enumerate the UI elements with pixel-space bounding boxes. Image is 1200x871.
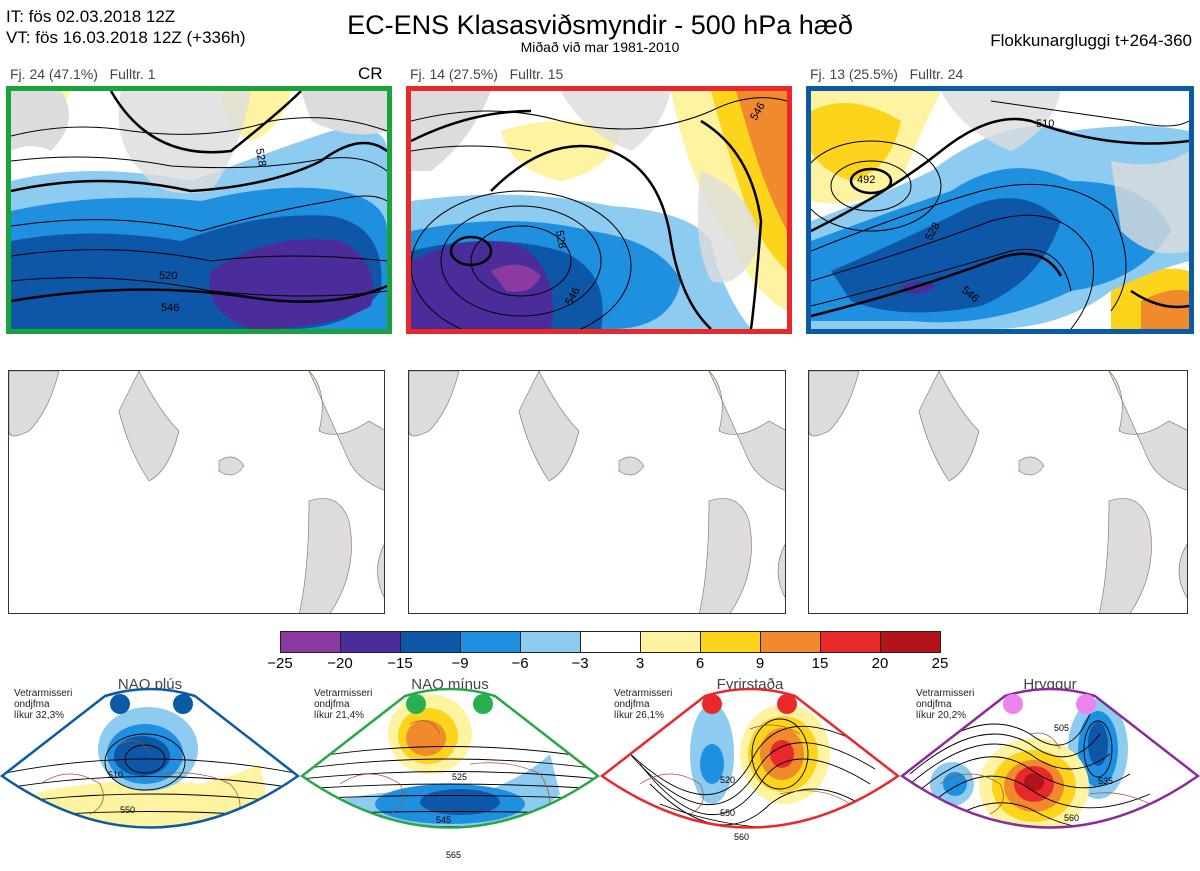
contour-label: 525: [452, 772, 467, 782]
colorbar-tick: 6: [695, 655, 705, 672]
contour-label: 550: [120, 805, 135, 815]
cluster-1-map: 528 520 546: [6, 86, 392, 334]
background-map-2: [408, 370, 786, 614]
colorbar-tick: −15: [387, 655, 413, 672]
colorbar-tick: −9: [451, 655, 469, 672]
regime-dot: [173, 694, 193, 714]
info-line: Vetrarmisseri: [916, 688, 975, 699]
contour-label: 545: [436, 815, 451, 825]
contour-label: 520: [159, 270, 177, 282]
colorbar-tick: 20: [871, 655, 889, 672]
info-line: ondjfma: [314, 699, 350, 710]
contour-label: 520: [720, 775, 735, 785]
regime-info: Vetrarmisseri ondjfma líkur 26,1%: [614, 688, 672, 721]
colorbar-bin: [640, 631, 701, 653]
colorbar-bin: [340, 631, 401, 653]
info-line: Vetrarmisseri: [314, 688, 373, 699]
colorbar-bin: [460, 631, 521, 653]
contour-label: 492: [857, 174, 875, 186]
colorbar-tick: 9: [755, 655, 765, 672]
contour-label: 535: [1098, 776, 1113, 786]
regime-nao-minus: NAO mínus Vetrarmisseri ondjfma líkur 21…: [300, 674, 600, 871]
contour-label: 560: [1064, 813, 1079, 823]
cluster-3-map: 492 510 528 546: [806, 86, 1194, 334]
background-map-3: [808, 370, 1188, 614]
info-line: líkur 32,3%: [14, 710, 65, 721]
contour-label: 565: [446, 850, 461, 860]
info-line: Vetrarmisseri: [614, 688, 673, 699]
contour-label: 505: [1054, 723, 1069, 733]
colorbar-tick: −6: [511, 655, 529, 672]
page-subtitle: Miðað við mar 1981-2010: [520, 39, 680, 55]
regime-dot: [1076, 694, 1096, 714]
regime-dot: [110, 694, 130, 714]
regime-dot: [473, 694, 493, 714]
colorbar-tick: 3: [635, 655, 645, 672]
contour-label: 550: [720, 808, 735, 818]
regime-dot: [406, 694, 426, 714]
regime-ridge: Hryggur Vetrarmisseri ondjfma líkur 20,2…: [900, 674, 1200, 871]
regime-nao-plus: NAO plús Vetrarmisseri ondjfma líkur 32,…: [0, 674, 300, 871]
colorbar-bin: [760, 631, 821, 653]
cluster-1-label: Fj. 24 (47.1%) Fulltr. 1: [10, 66, 156, 82]
info-line: ondjfma: [916, 699, 952, 710]
colorbar-bin: [280, 631, 341, 653]
info-line: líkur 21,4%: [314, 710, 365, 721]
contour-label: 546: [161, 302, 179, 314]
info-line: ondjfma: [614, 699, 650, 710]
colorbar-bin: [580, 631, 641, 653]
cluster-2-label: Fj. 14 (27.5%) Fulltr. 15: [410, 66, 564, 82]
page-title: EC-ENS Klasasviðsmyndir - 500 hPa hæð: [347, 10, 853, 40]
regime-title: NAO mínus: [411, 676, 489, 693]
colorbar-tick: −20: [327, 655, 353, 672]
regime-dot: [702, 694, 722, 714]
regime-info: Vetrarmisseri ondjfma líkur 21,4%: [314, 688, 372, 721]
cluster-3-label: Fj. 13 (25.5%) Fulltr. 24: [810, 66, 964, 82]
header-info: IT: fös 02.03.2018 12Z VT: fös 16.03.201…: [6, 6, 246, 48]
colorbar-tick: −25: [267, 655, 293, 672]
regime-dot: [777, 694, 797, 714]
contour-label: 510: [1036, 118, 1054, 130]
contour-label: 510: [108, 770, 123, 780]
regime-info: Vetrarmisseri ondjfma líkur 32,3%: [14, 688, 72, 721]
colorbar-bin: [880, 631, 941, 653]
colorbar-bin: [820, 631, 881, 653]
colorbar-tick: 25: [931, 655, 949, 672]
colorbar-bin: [520, 631, 581, 653]
cluster-2-map: 528 546 546: [406, 86, 792, 334]
info-line: Vetrarmisseri: [14, 688, 73, 699]
info-line: líkur 20,2%: [916, 710, 967, 721]
contour-label: 528: [253, 147, 268, 167]
contour-label: 528: [553, 229, 568, 249]
colorbar-tick: 15: [811, 655, 829, 672]
colorbar-bin: [700, 631, 761, 653]
regime-info: Vetrarmisseri ondjfma líkur 20,2%: [916, 688, 974, 721]
initial-time: IT: fös 02.03.2018 12Z: [6, 7, 176, 26]
cluster-window: Flokkunargluggi t+264-360: [990, 31, 1192, 50]
info-line: líkur 26,1%: [614, 710, 665, 721]
background-map-1: [8, 370, 385, 614]
valid-time: VT: fös 16.03.2018 12Z (+336h): [6, 28, 246, 47]
regime-blocking: Fyrirstaða Vetrarmisseri ondjfma líkur 2…: [600, 674, 900, 871]
contour-label: 560: [734, 832, 749, 842]
info-line: ondjfma: [14, 699, 50, 710]
colorbar-bin: [400, 631, 461, 653]
colorbar-tick: −3: [571, 655, 589, 672]
cluster-1-marker: CR: [358, 64, 383, 83]
regime-dot: [1003, 694, 1023, 714]
